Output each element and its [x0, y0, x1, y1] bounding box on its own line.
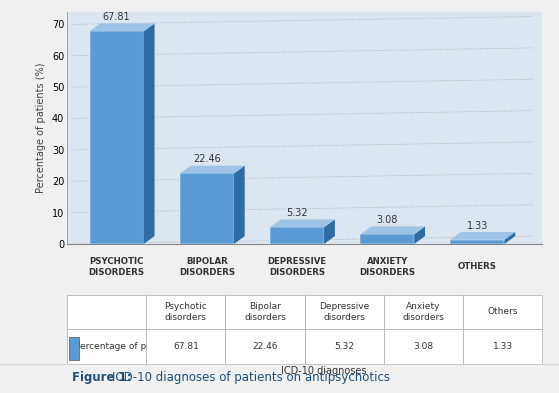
Text: BIPOLAR
DISORDERS: BIPOLAR DISORDERS	[179, 257, 235, 277]
Polygon shape	[450, 232, 515, 240]
Text: ICD-10 diagnoses: ICD-10 diagnoses	[281, 366, 366, 376]
Polygon shape	[414, 226, 425, 244]
Text: ICD-10 diagnoses of patients on antipsychotics: ICD-10 diagnoses of patients on antipsyc…	[112, 371, 390, 384]
Text: DEPRESSIVE
DISORDERS: DEPRESSIVE DISORDERS	[267, 257, 326, 277]
Text: Figure 1:: Figure 1:	[72, 371, 136, 384]
Bar	[450, 240, 504, 244]
Text: 67.81: 67.81	[103, 12, 130, 22]
Bar	[270, 227, 324, 244]
Bar	[89, 31, 144, 244]
Polygon shape	[89, 23, 154, 31]
Text: 5.32: 5.32	[286, 208, 308, 218]
Polygon shape	[360, 226, 425, 234]
Text: OTHERS: OTHERS	[458, 262, 497, 271]
Polygon shape	[324, 219, 335, 244]
Polygon shape	[144, 23, 154, 244]
Polygon shape	[234, 166, 245, 244]
Text: ANXIETY
DISORDERS: ANXIETY DISORDERS	[359, 257, 415, 277]
Bar	[180, 173, 234, 244]
Text: 22.46: 22.46	[193, 154, 221, 164]
Polygon shape	[180, 166, 245, 173]
Polygon shape	[270, 219, 335, 227]
Text: 1.33: 1.33	[467, 221, 488, 231]
Bar	[360, 234, 414, 244]
Y-axis label: Percentage of patients (%): Percentage of patients (%)	[36, 62, 46, 193]
Text: PSYCHOTIC
DISORDERS: PSYCHOTIC DISORDERS	[89, 257, 145, 277]
Text: 3.08: 3.08	[376, 215, 398, 225]
Bar	[69, 338, 79, 360]
Polygon shape	[504, 232, 515, 244]
